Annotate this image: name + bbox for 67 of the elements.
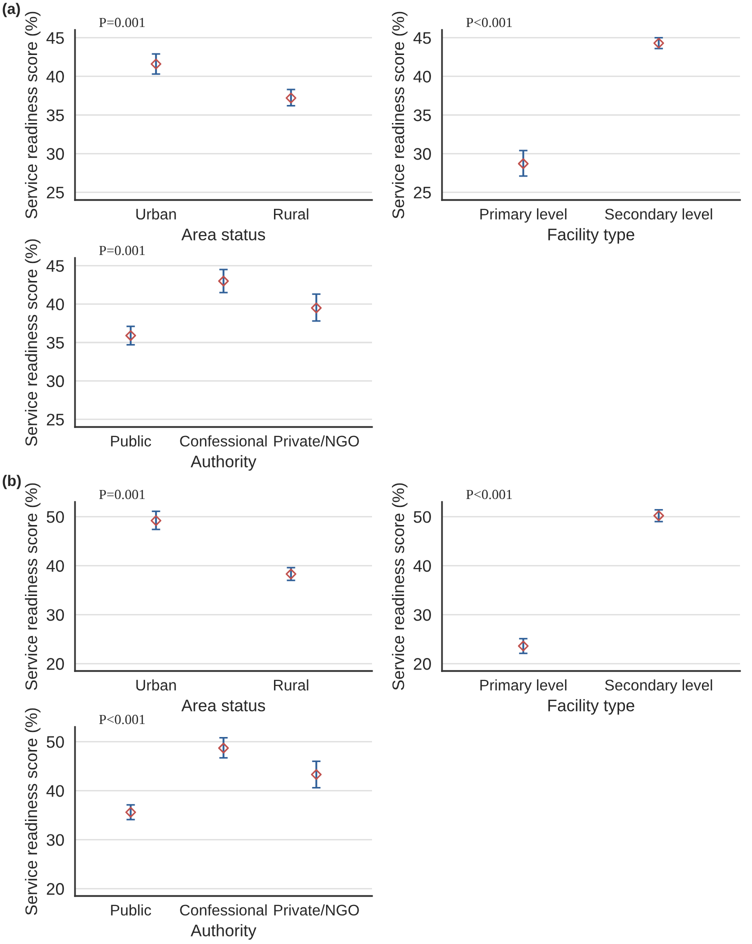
y-tick-label: 30 [46, 834, 64, 846]
y-tick-label: 45 [46, 32, 64, 44]
x-axis-title: Area status [181, 700, 266, 712]
y-tick-label: 25 [46, 414, 64, 426]
x-axis-title: Authority [190, 455, 256, 471]
y-tick-label: 50 [46, 736, 64, 748]
y-tick-label: 30 [46, 375, 64, 388]
y-tick-label: 20 [414, 658, 431, 670]
text: (b) [2, 474, 21, 490]
point [125, 806, 136, 818]
point [218, 276, 229, 286]
y-tick-label: 40 [413, 70, 431, 83]
x-tick-label: Rural [274, 208, 308, 220]
x-tick-label: Confessional [180, 904, 267, 916]
text: P<0.001 [466, 18, 512, 28]
y-tick-label: 35 [414, 109, 431, 122]
y-axis-title: Service readiness score (%) [24, 12, 40, 218]
text: P=0.001 [99, 490, 145, 500]
y-tick-label: 30 [414, 148, 431, 160]
text: P<0.001 [99, 714, 145, 724]
y-tick-label: 25 [46, 186, 64, 198]
point [310, 302, 322, 314]
x-tick-label: Secondary level [605, 679, 712, 694]
text: (a) [2, 2, 20, 18]
x-tick-label: Rural [274, 679, 308, 691]
y-axis-title: Service readiness score (%) [392, 483, 408, 690]
y-axis-title: Service readiness score (%) [24, 239, 40, 446]
x-axis-title: Facility type [548, 699, 634, 715]
text: P<0.001 [466, 490, 512, 500]
y-tick-label: 45 [413, 32, 431, 44]
y-axis-title: Service readiness score (%) [24, 708, 40, 915]
y-tick-label: 35 [46, 336, 64, 349]
y-tick-label: 40 [46, 560, 64, 572]
x-tick-label: Private/NGO [274, 435, 359, 447]
y-tick-label: 40 [46, 298, 64, 310]
text: P=0.001 [99, 18, 145, 28]
y-tick-label: 30 [46, 609, 64, 621]
x-axis-title: Authority [190, 924, 256, 940]
x-tick-label: Urban [136, 679, 176, 691]
y-tick-label: 45 [46, 260, 64, 272]
y-tick-label: 30 [46, 148, 64, 160]
y-tick-label: 35 [46, 109, 64, 122]
x-axis-title: Area status [181, 228, 266, 240]
x-tick-label: Confessional [180, 435, 267, 447]
y-tick-label: 20 [46, 658, 64, 670]
y-tick-label: 50 [414, 511, 431, 523]
y-tick-label: 30 [414, 609, 431, 621]
point [218, 742, 229, 754]
y-tick-label: 50 [46, 511, 64, 523]
x-tick-label: Public [111, 904, 152, 916]
x-tick-label: Public [111, 435, 152, 447]
y-axis-title: Service readiness score (%) [392, 12, 408, 218]
y-tick-label: 25 [414, 186, 431, 198]
y-tick-label: 40 [46, 70, 64, 83]
text: P=0.001 [99, 246, 145, 256]
x-tick-label: Primary level [480, 679, 566, 694]
x-tick-label: Secondary level [605, 208, 712, 223]
x-tick-label: Urban [136, 208, 176, 220]
x-tick-label: Primary level [480, 208, 566, 223]
point [125, 330, 136, 341]
point [310, 769, 322, 780]
y-axis-title: Service readiness score (%) [24, 483, 40, 690]
y-tick-label: 20 [46, 883, 64, 895]
x-axis-title: Facility type [548, 228, 634, 244]
x-tick-label: Private/NGO [274, 904, 359, 916]
y-tick-label: 40 [413, 560, 431, 572]
y-tick-label: 40 [46, 785, 64, 797]
